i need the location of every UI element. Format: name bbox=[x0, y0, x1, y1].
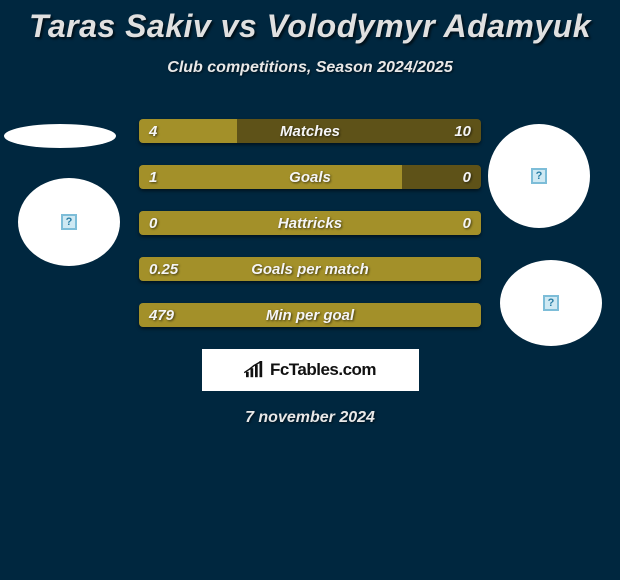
stat-row-matches: 4 Matches 10 bbox=[139, 119, 481, 143]
stat-row-goals: 1 Goals 0 bbox=[139, 165, 481, 189]
stat-row-mpg: 479 Min per goal bbox=[139, 303, 481, 327]
chart-icon bbox=[244, 361, 266, 379]
stat-row-gpm: 0.25 Goals per match bbox=[139, 257, 481, 281]
stat-value-right: 0 bbox=[463, 165, 471, 189]
stat-value-right: 0 bbox=[463, 211, 471, 235]
player-avatar-right-top: ? bbox=[488, 124, 590, 228]
watermark-text: FcTables.com bbox=[270, 360, 376, 380]
page-title: Taras Sakiv vs Volodymyr Adamyuk bbox=[0, 0, 620, 45]
placeholder-icon: ? bbox=[61, 214, 77, 230]
placeholder-icon: ? bbox=[531, 168, 547, 184]
date-text: 7 november 2024 bbox=[0, 409, 620, 427]
subtitle: Club competitions, Season 2024/2025 bbox=[0, 59, 620, 77]
player-avatar-right-bottom: ? bbox=[500, 260, 602, 346]
stat-label: Matches bbox=[139, 119, 481, 143]
stat-value-right: 10 bbox=[454, 119, 471, 143]
stat-row-hattricks: 0 Hattricks 0 bbox=[139, 211, 481, 235]
stat-label: Goals per match bbox=[139, 257, 481, 281]
player-avatar-left: ? bbox=[18, 178, 120, 266]
stat-label: Min per goal bbox=[139, 303, 481, 327]
stats-container: 4 Matches 10 1 Goals 0 0 Hattricks 0 0.2… bbox=[139, 119, 481, 327]
stat-label: Hattricks bbox=[139, 211, 481, 235]
placeholder-icon: ? bbox=[543, 295, 559, 311]
decor-ellipse-left bbox=[4, 124, 116, 148]
stat-label: Goals bbox=[139, 165, 481, 189]
watermark: FcTables.com bbox=[202, 349, 419, 391]
